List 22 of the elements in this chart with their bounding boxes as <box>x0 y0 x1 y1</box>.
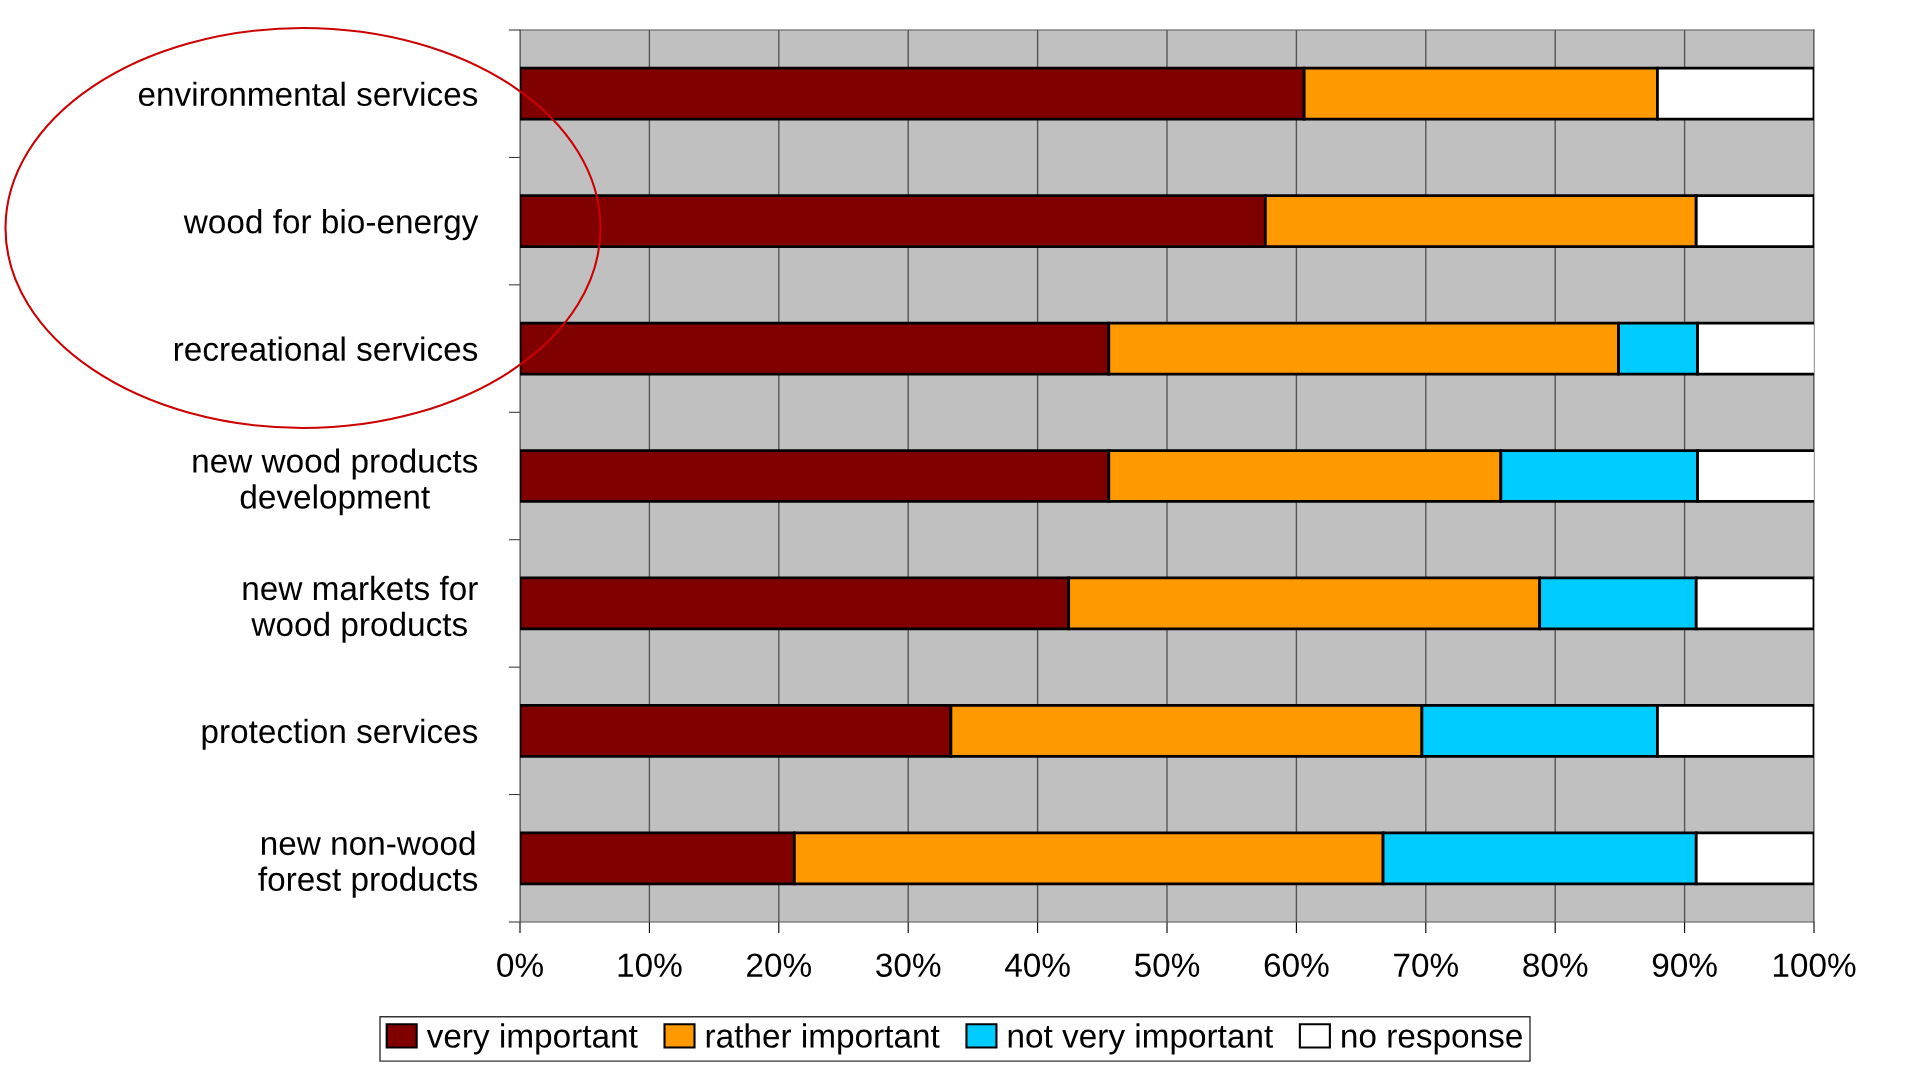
x-tick-label: 40% <box>1005 953 1070 978</box>
x-tick-label: 60% <box>1264 953 1329 978</box>
y-tick-label: new non-wood forest products <box>258 830 478 898</box>
x-tick-label: 30% <box>876 953 941 978</box>
x-tick-label: 70% <box>1394 953 1458 978</box>
x-tick-label: 10% <box>618 953 682 978</box>
legend-label: rather important <box>706 1023 940 1055</box>
x-tick-label: 90% <box>1652 953 1717 978</box>
x-tick-label: 0% <box>497 953 543 978</box>
x-tick-label: 100% <box>1773 953 1856 978</box>
y-tick-label: new markets for wood products <box>243 575 478 643</box>
y-tick-label: protection services <box>202 718 478 750</box>
legend-label: no response <box>1342 1029 1522 1055</box>
y-tick-label: wood for bio-energy <box>183 209 479 241</box>
x-tick-label: 50% <box>1134 953 1200 978</box>
x-tick-label: 20% <box>747 953 811 978</box>
legend-label: not very important <box>1008 1023 1273 1055</box>
y-tick-label: environmental services <box>138 81 478 107</box>
legend-label: very important <box>426 1023 638 1055</box>
y-tick-label: recreational services <box>174 336 478 361</box>
x-tick-label: 80% <box>1523 953 1588 978</box>
y-tick-label: new wood products development <box>193 448 478 516</box>
